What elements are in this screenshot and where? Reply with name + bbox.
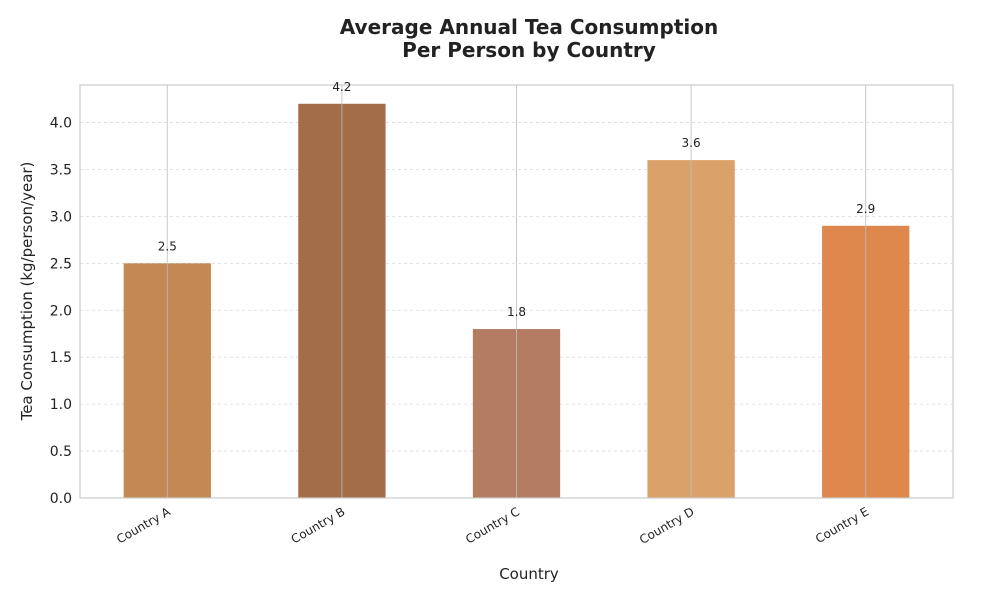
x-tick-label: Country E bbox=[813, 504, 871, 546]
data-label: 4.2 bbox=[332, 80, 351, 94]
x-tick-label: Country B bbox=[289, 504, 348, 546]
y-tick-label: 1.5 bbox=[50, 350, 72, 366]
y-tick-label: 3.0 bbox=[50, 209, 72, 225]
data-label: 1.8 bbox=[507, 305, 526, 319]
y-tick-label: 3.5 bbox=[50, 162, 72, 178]
chart-title-line-1: Average Annual Tea Consumption bbox=[340, 15, 718, 39]
y-tick-label: 0.0 bbox=[50, 491, 72, 507]
y-tick-label: 2.0 bbox=[50, 303, 72, 319]
x-axis-label: Country bbox=[499, 565, 559, 583]
x-tick-label: Country A bbox=[114, 504, 173, 546]
plot-frame bbox=[79, 84, 954, 499]
category-gridlines bbox=[166, 85, 867, 498]
data-label: 2.9 bbox=[856, 202, 875, 216]
y-tick-label: 2.5 bbox=[50, 256, 72, 272]
data-label: 3.6 bbox=[682, 136, 701, 150]
y-tick-label: 0.5 bbox=[50, 444, 72, 460]
data-label: 2.5 bbox=[158, 239, 177, 253]
gridlines bbox=[80, 122, 953, 452]
x-tick-label: Country C bbox=[463, 504, 522, 546]
y-axis-label: Tea Consumption (kg/person/year) bbox=[18, 162, 36, 422]
chart-title-line-2: Per Person by Country bbox=[402, 38, 656, 62]
y-tick-label: 1.0 bbox=[50, 397, 72, 413]
x-tick-label: Country D bbox=[637, 504, 697, 546]
x-axis-ticks: Country A Country B Country C Country D Coun… bbox=[114, 504, 871, 547]
y-axis-ticks: 0.0 0.5 1.0 1.5 2.0 2.5 3.0 3.5 4.0 bbox=[50, 116, 72, 507]
data-labels: 2.5 4.2 1.8 3.6 2.9 bbox=[158, 80, 875, 319]
y-tick-label: 4.0 bbox=[50, 116, 72, 132]
